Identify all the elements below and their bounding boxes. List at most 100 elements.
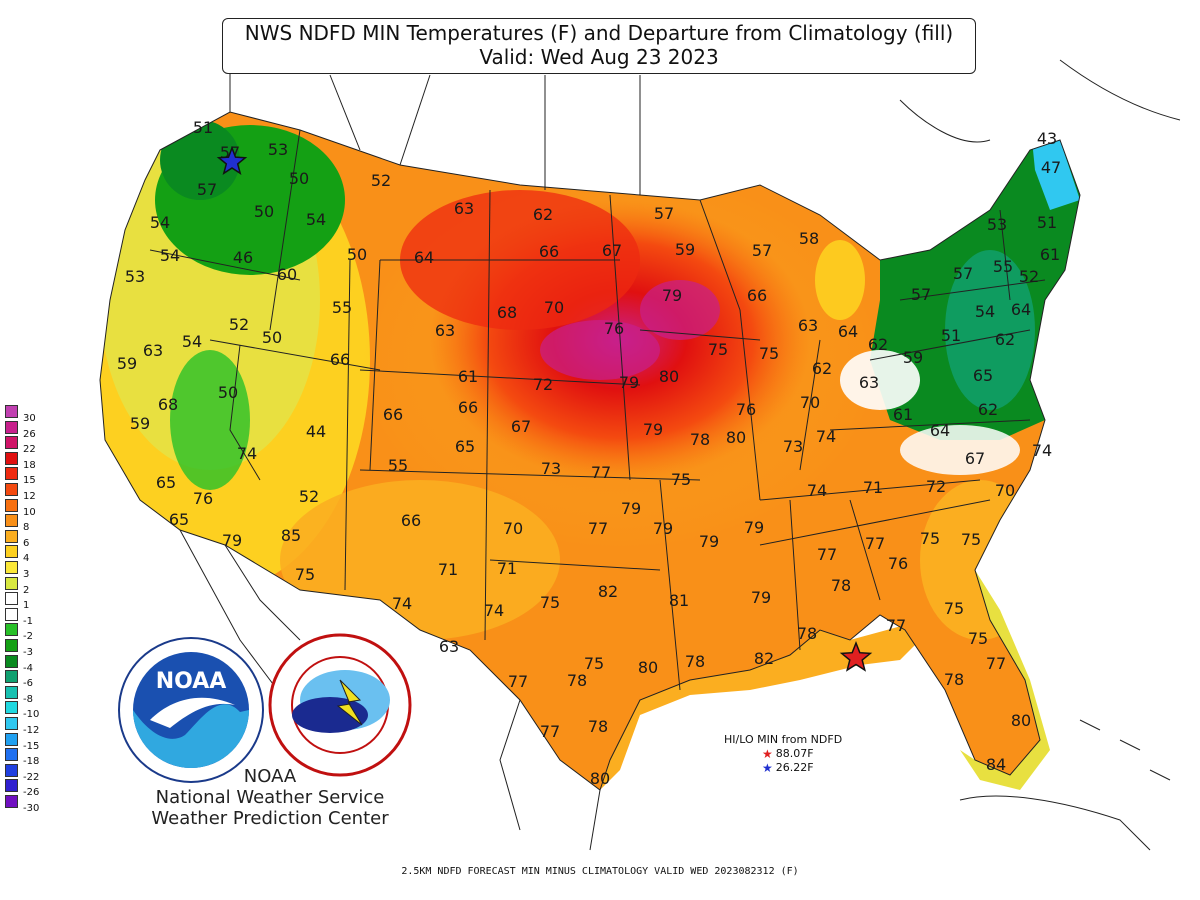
legend-label: -18: [23, 756, 40, 768]
temperature-label: 77: [508, 672, 528, 691]
legend-label: -26: [23, 787, 40, 799]
temperature-label: 63: [859, 373, 879, 392]
hilo-hi-row: ★ 88.07F: [724, 747, 842, 761]
temperature-label: 58: [799, 229, 819, 248]
nws-logo: [268, 633, 412, 777]
temperature-label: 64: [414, 248, 434, 267]
temperature-label: 62: [533, 205, 553, 224]
temperature-label: 81: [669, 591, 689, 610]
temperature-label: 66: [401, 511, 421, 530]
temperature-label: 77: [886, 616, 906, 635]
temperature-label: 79: [653, 519, 673, 538]
legend-swatch: [5, 420, 18, 434]
lo-star-marker: [216, 145, 248, 175]
legend-label: -12: [23, 725, 40, 736]
temperature-label: 61: [458, 367, 478, 386]
temperature-label: 43: [1037, 129, 1057, 148]
legend-label: 2: [23, 584, 30, 596]
legend-swatch: [5, 607, 18, 621]
temperature-labels: 5157535057505454526362575446506466675957…: [117, 118, 1061, 788]
legend-swatch: [5, 779, 18, 793]
temperature-label: 79: [744, 518, 764, 537]
legend-label: -1: [23, 615, 33, 627]
temperature-label: 66: [747, 286, 767, 305]
temperature-label: 63: [143, 341, 163, 360]
temperature-label: 79: [643, 420, 663, 439]
temperature-label: 66: [458, 398, 478, 417]
temperature-label: 68: [497, 303, 517, 322]
temperature-label: 66: [539, 242, 559, 261]
legend-label: 8: [23, 522, 30, 534]
temperature-label: 74: [1032, 441, 1052, 460]
temperature-label: 61: [893, 405, 913, 424]
temperature-label: 75: [295, 565, 315, 584]
temperature-label: 77: [588, 519, 608, 538]
temperature-label: 60: [277, 265, 297, 284]
agency-line-2: National Weather Service: [155, 787, 385, 808]
temperature-label: 59: [903, 348, 923, 367]
temperature-label: 50: [289, 169, 309, 188]
temperature-label: 52: [229, 315, 249, 334]
temperature-label: 62: [978, 400, 998, 419]
temperature-label: 50: [218, 383, 238, 402]
temperature-label: 70: [800, 393, 820, 412]
temperature-label: 77: [986, 654, 1006, 673]
temperature-label: 53: [268, 140, 288, 159]
temperature-label: 80: [590, 769, 610, 788]
temperature-label: 59: [117, 354, 137, 373]
temperature-label: 63: [454, 199, 474, 218]
temperature-label: 62: [995, 330, 1015, 349]
legend-swatch: [5, 436, 18, 450]
hilo-title: HI/LO MIN from NDFD: [724, 733, 843, 746]
legend-label: 18: [23, 459, 36, 471]
temperature-label: 71: [438, 560, 458, 579]
temperature-label: 63: [439, 637, 459, 656]
temperature-label: 67: [965, 449, 985, 468]
temperature-label: 52: [371, 171, 391, 190]
temperature-label: 78: [588, 717, 608, 736]
temperature-label: 75: [584, 654, 604, 673]
temperature-label: 65: [156, 473, 176, 492]
temperature-label: 78: [831, 576, 851, 595]
temperature-label: 61: [1040, 245, 1060, 264]
legend-swatch: [5, 795, 18, 808]
boundaries: [99, 40, 1181, 851]
temperature-label: 51: [193, 118, 213, 137]
title-line-2: Valid: Wed Aug 23 2023: [479, 45, 719, 69]
legend-swatch: [5, 467, 18, 481]
temperature-label: 46: [233, 248, 253, 267]
temperature-label: 57: [953, 264, 973, 283]
temperature-label: 75: [920, 529, 940, 548]
temperature-label: 50: [254, 202, 274, 221]
title-line-1: NWS NDFD MIN Temperatures (F) and Depart…: [244, 21, 954, 45]
temperature-label: 79: [662, 286, 682, 305]
legend-label: 10: [23, 506, 36, 518]
legend-swatch: [5, 529, 18, 543]
legend-swatch: [5, 561, 18, 574]
temperature-label: 74: [807, 481, 827, 500]
legend-label: 12: [23, 491, 36, 502]
temperature-label: 65: [455, 437, 475, 456]
legend-label: 30: [23, 413, 36, 424]
temperature-label: 54: [160, 246, 180, 265]
temperature-label: 73: [541, 459, 561, 478]
temperature-label: 80: [638, 658, 658, 677]
temperature-label: 64: [1011, 300, 1031, 319]
legend-label: 15: [23, 475, 36, 487]
legend-label: -15: [23, 740, 40, 752]
temperature-label: 72: [926, 477, 946, 496]
legend-swatch: [5, 483, 18, 496]
temperature-label: 75: [944, 599, 964, 618]
legend-label: -3: [23, 647, 33, 658]
temperature-label: 74: [484, 601, 504, 620]
temperature-label: 80: [726, 428, 746, 447]
temperature-label: 59: [130, 414, 150, 433]
temperature-label: 77: [591, 463, 611, 482]
temperature-label: 65: [169, 510, 189, 529]
temperature-label: 65: [973, 366, 993, 385]
temperature-label: 75: [968, 629, 988, 648]
temperature-label: 79: [222, 531, 242, 550]
temperature-label: 79: [699, 532, 719, 551]
legend-swatch: [5, 498, 18, 512]
